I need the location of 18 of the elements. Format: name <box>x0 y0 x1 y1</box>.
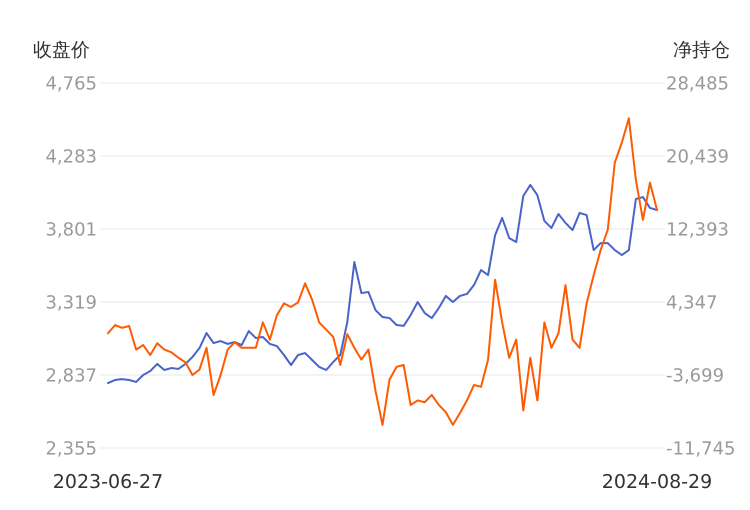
y-tick-label: 2,355 <box>45 438 97 460</box>
y-tick-label: 3,319 <box>45 292 97 314</box>
line-series <box>107 117 658 426</box>
y2-tick-label: 28,485 <box>666 73 729 94</box>
x-tick-label: 2024-08-29 <box>602 471 712 493</box>
line-series <box>107 184 658 384</box>
x-tick-label: 2023-06-27 <box>52 471 164 493</box>
y-tick-label: 2,837 <box>45 365 97 386</box>
y2-tick-label: -11,745 <box>666 438 736 460</box>
y2-tick-label: -3,699 <box>666 365 724 386</box>
y2-tick-label: 12,393 <box>666 219 729 240</box>
y-tick-label: 4,765 <box>45 73 97 94</box>
y-tick-label: 3,801 <box>45 219 97 240</box>
y-axis-title: 收盘价 <box>33 39 90 61</box>
y2-tick-label: 4,347 <box>666 292 718 314</box>
y2-tick-label: 20,439 <box>666 146 729 168</box>
y2-axis-title: 净持仓 <box>673 39 730 61</box>
y-tick-label: 4,283 <box>45 146 97 168</box>
